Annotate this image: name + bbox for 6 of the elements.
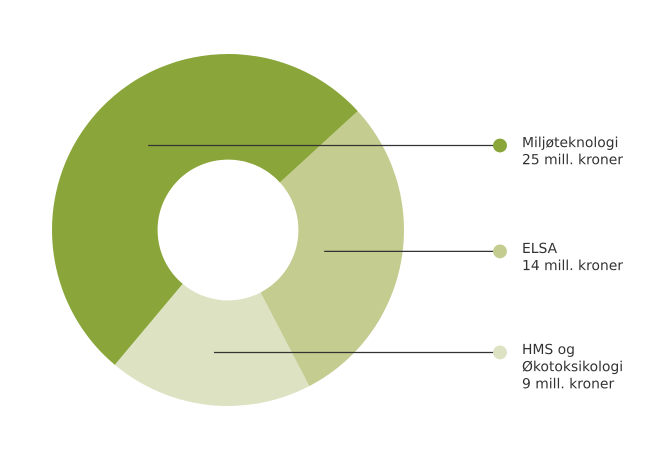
legend-label: ELSA bbox=[523, 242, 557, 254]
legend-label: Miljøteknologi bbox=[523, 136, 618, 150]
data-label: 9 mill. kroner bbox=[522, 378, 614, 389]
data-label: 14 mill. kroner bbox=[524, 260, 624, 270]
data-label: 25 mill. kroner bbox=[523, 154, 624, 164]
legend-label: HMS og Økotoksikologi bbox=[522, 344, 622, 374]
